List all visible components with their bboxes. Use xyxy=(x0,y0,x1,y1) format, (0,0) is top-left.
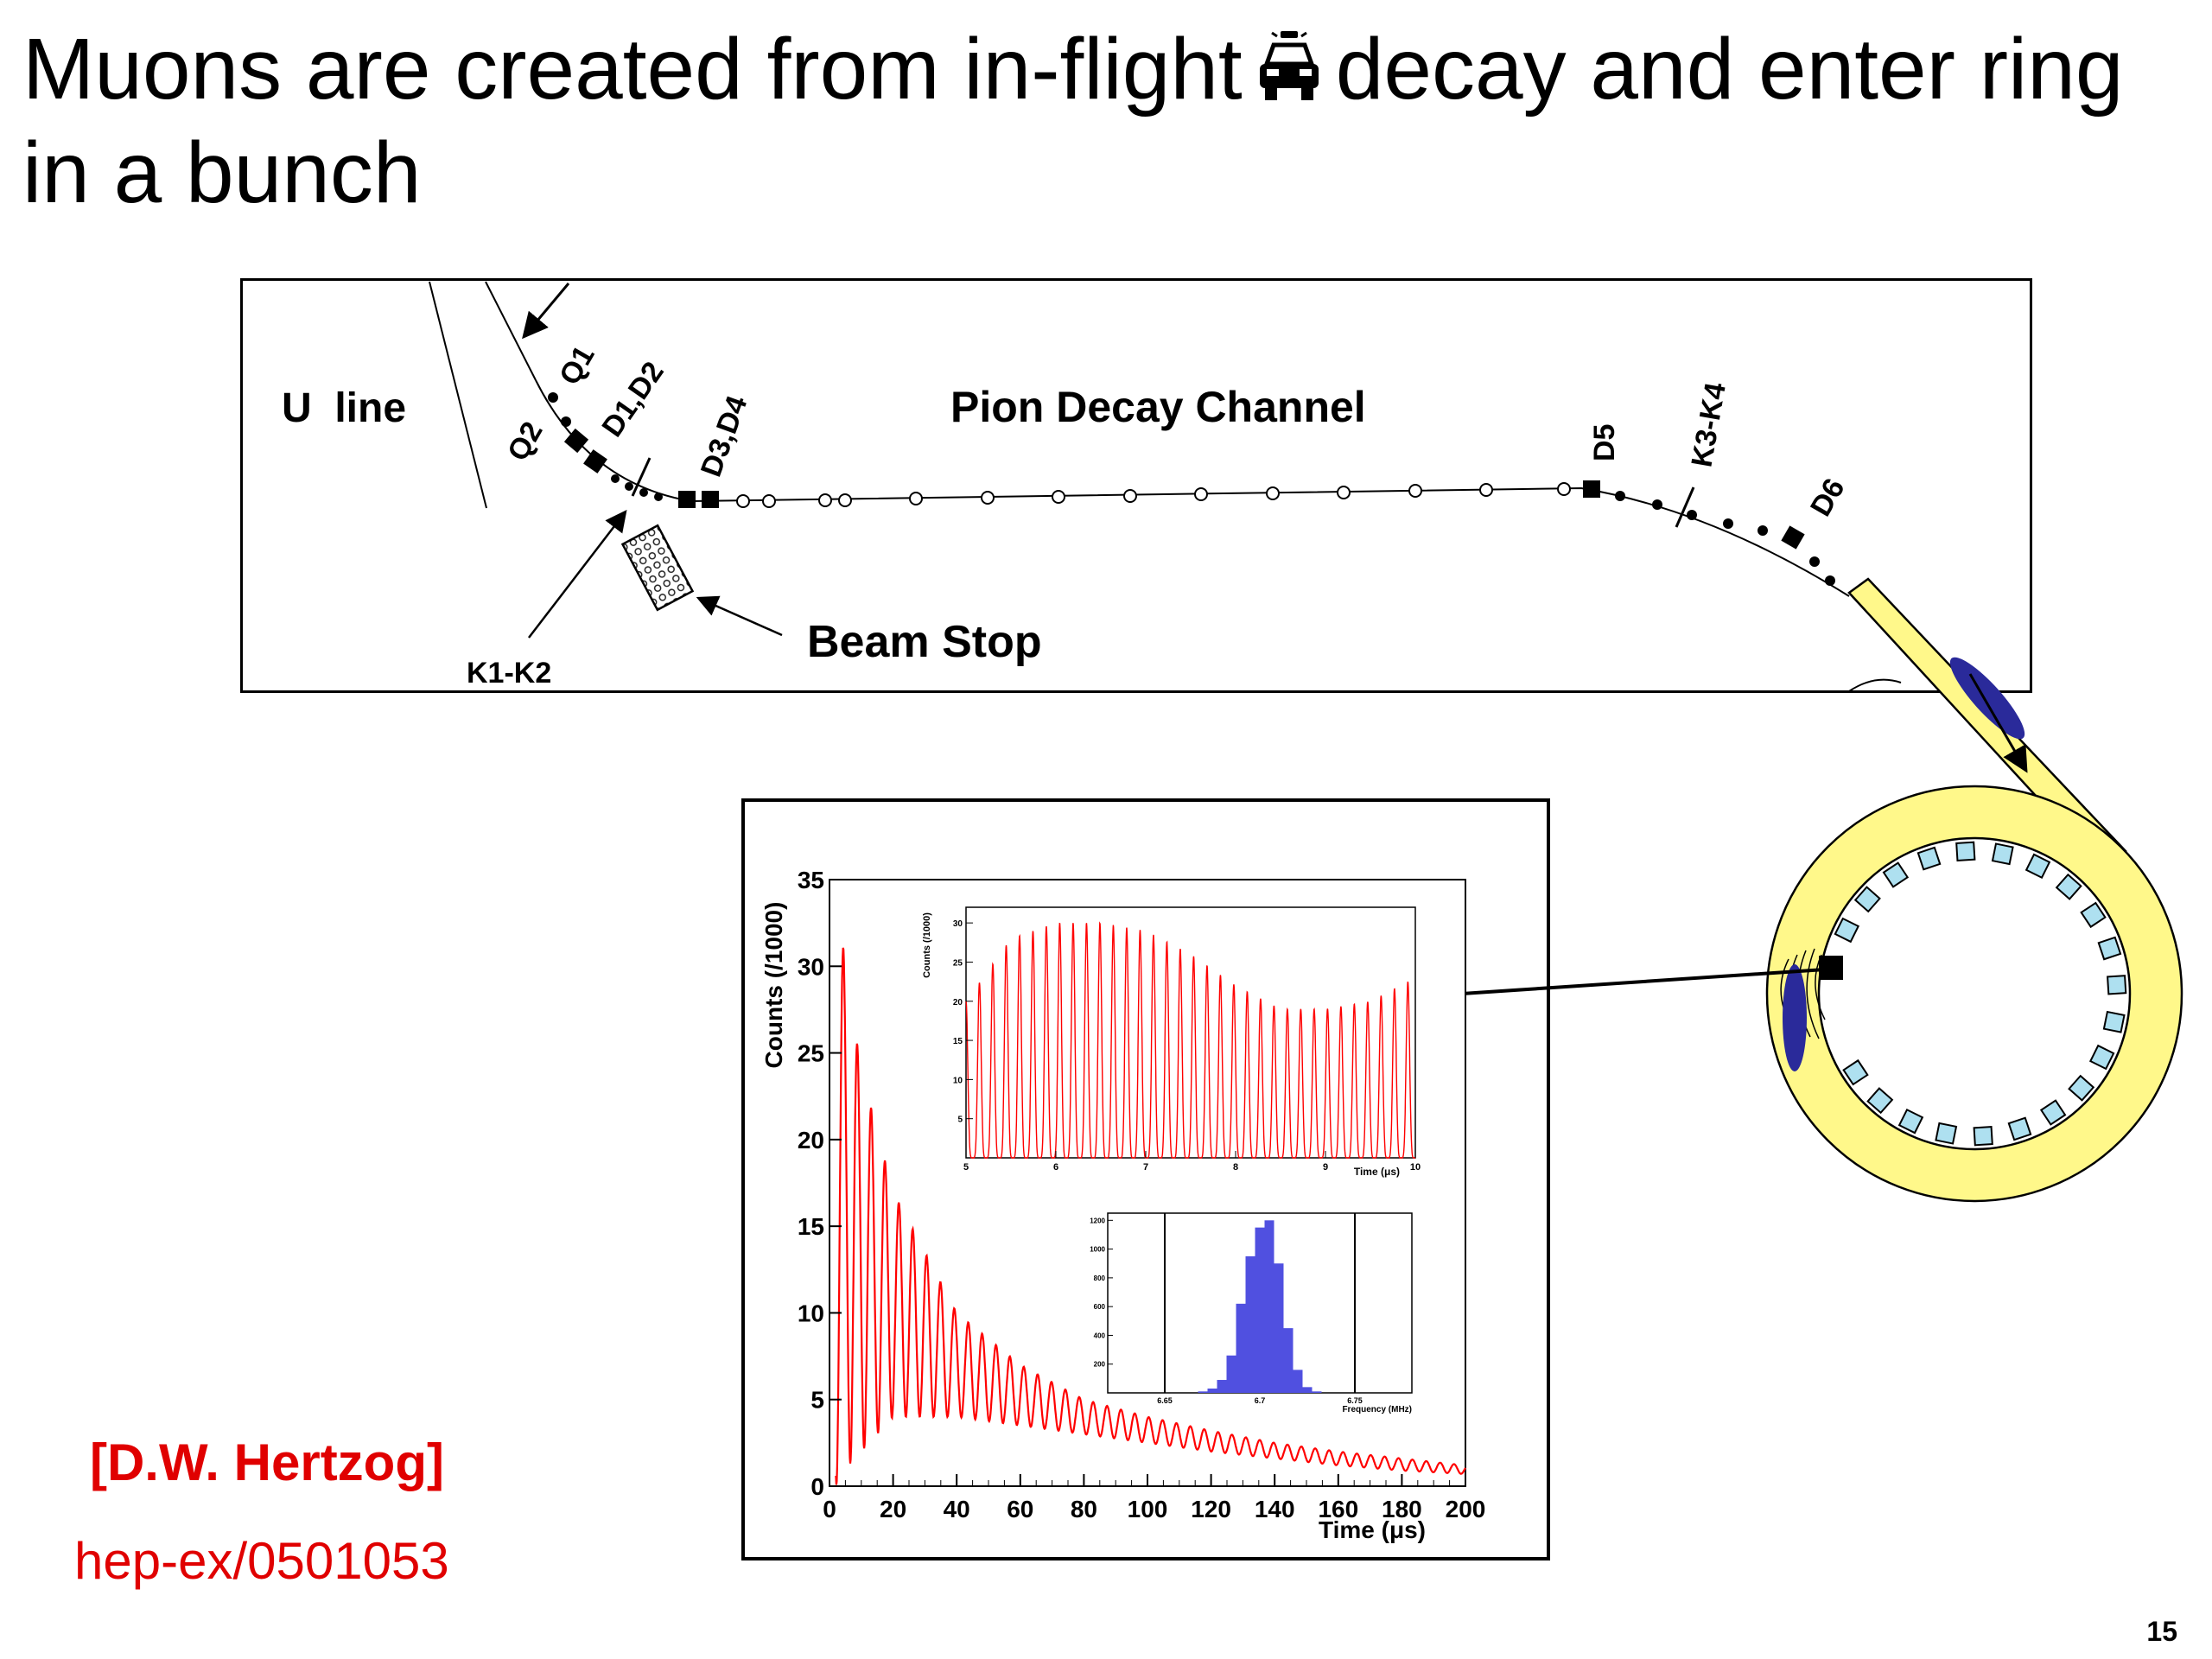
calorimeter-station-5 xyxy=(2107,975,2127,995)
calorimeter-station-20 xyxy=(1853,886,1881,913)
calorimeter-station-13 xyxy=(1897,1108,1924,1135)
calorimeter-station-7 xyxy=(2088,1044,2115,1071)
calorimeter-station-21 xyxy=(1882,861,1910,888)
calorimeter-stations xyxy=(1834,841,2127,1147)
calorimeter-station-14 xyxy=(1866,1087,1894,1115)
page-number: 15 xyxy=(2146,1616,2177,1647)
title-part1: Muons are created from in-flight xyxy=(22,21,1243,118)
calorimeter-station-4 xyxy=(2097,936,2122,961)
calorimeter-station-15 xyxy=(1842,1058,1869,1086)
calorimeter-station-2 xyxy=(2055,873,2082,900)
beamline-diagram xyxy=(240,278,2032,693)
injection-point xyxy=(1780,948,1843,1071)
slide-title: Muons are created from in-flight decay a… xyxy=(22,17,2200,225)
reference-arxiv: hep-ex/0501053 xyxy=(74,1532,449,1590)
reference-author: [D.W. Hertzog] xyxy=(90,1433,444,1491)
title-part2: decay and enter ring xyxy=(1335,21,2124,118)
calorimeter-station-22 xyxy=(1916,846,1942,871)
calorimeter-station-23 xyxy=(1955,841,1976,861)
calorimeter-station-6 xyxy=(2102,1010,2126,1033)
calorimeter-station-0 xyxy=(1991,842,2014,866)
calorimeter-station-11 xyxy=(1973,1126,1993,1147)
ring-inner-edge xyxy=(1817,836,2132,1151)
plot-frame xyxy=(741,798,1550,1560)
ring-yellow-band xyxy=(1767,786,2182,1201)
calorimeter-station-9 xyxy=(2039,1099,2067,1126)
ring-outer-edge xyxy=(1765,785,2183,1203)
calorimeter-station-3 xyxy=(2080,901,2107,929)
calorimeter-station-1 xyxy=(2024,853,2051,880)
car-icon xyxy=(1259,31,1319,100)
calorimeter-station-10 xyxy=(2007,1116,2032,1141)
calorimeter-station-12 xyxy=(1935,1122,1958,1145)
title-line2: in a bunch xyxy=(22,124,422,221)
calorimeter-station-19 xyxy=(1834,917,1860,944)
calorimeter-station-8 xyxy=(2068,1074,2095,1102)
